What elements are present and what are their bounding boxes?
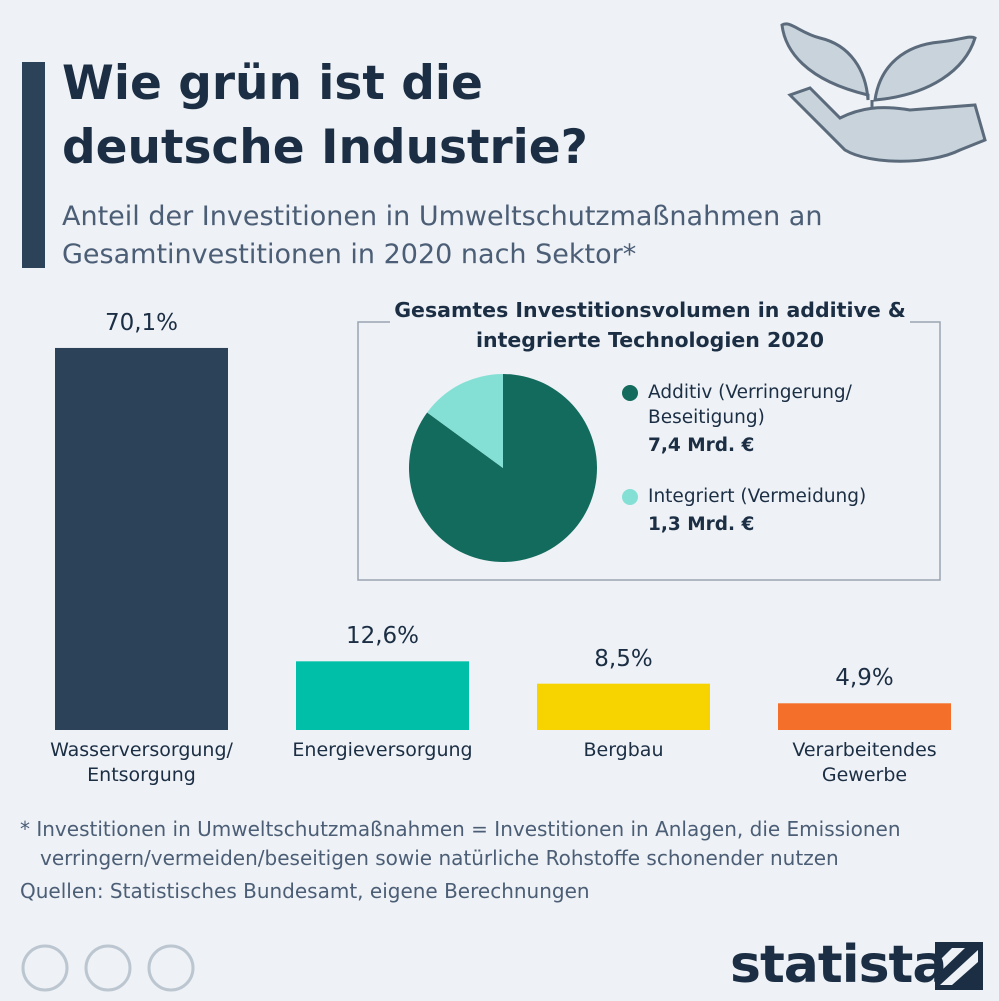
value-label: 8,5% bbox=[594, 645, 653, 672]
legend-swatch bbox=[622, 489, 638, 505]
category-label: Wasserversorgung/ Entsorgung bbox=[50, 739, 233, 786]
source: Quellen: Statistisches Bundesamt, eigene… bbox=[20, 879, 590, 903]
bar bbox=[55, 347, 228, 730]
pie-slice bbox=[427, 374, 503, 468]
subtitle: Anteil der Investitionen in Umweltschutz… bbox=[62, 201, 823, 270]
brand-logo bbox=[935, 942, 983, 990]
bar bbox=[778, 703, 951, 730]
legend-label: Additiv (Verringerung/ Beseitigung) bbox=[648, 382, 852, 428]
category-label: Verarbeitendes Gewerbe bbox=[792, 739, 937, 786]
legend-label: Integriert (Vermeidung) bbox=[648, 486, 867, 507]
title: Wie grün ist die deutsche Industrie? bbox=[62, 56, 588, 175]
brand: statista bbox=[730, 935, 947, 995]
bar bbox=[296, 661, 469, 730]
category-label: Energieversorgung bbox=[292, 739, 473, 761]
pie-title: Gesamtes Investitionsvolumen in additive… bbox=[390, 295, 910, 355]
plant-icon bbox=[780, 22, 987, 163]
value-label: 12,6% bbox=[345, 623, 420, 650]
title-accent bbox=[22, 62, 45, 268]
legend-value: 1,3 Mrd. € bbox=[648, 514, 755, 535]
category-label: Bergbau bbox=[583, 739, 664, 761]
license-icons bbox=[21, 944, 195, 992]
value-label: 70,1% bbox=[104, 309, 179, 336]
value-label: 4,9% bbox=[835, 665, 894, 692]
bar bbox=[537, 683, 710, 730]
legend-swatch bbox=[622, 385, 638, 401]
footnote: * Investitionen in Umweltschutzmaßnahmen… bbox=[20, 817, 901, 870]
pie-slice bbox=[408, 374, 597, 562]
legend-value: 7,4 Mrd. € bbox=[648, 435, 755, 456]
